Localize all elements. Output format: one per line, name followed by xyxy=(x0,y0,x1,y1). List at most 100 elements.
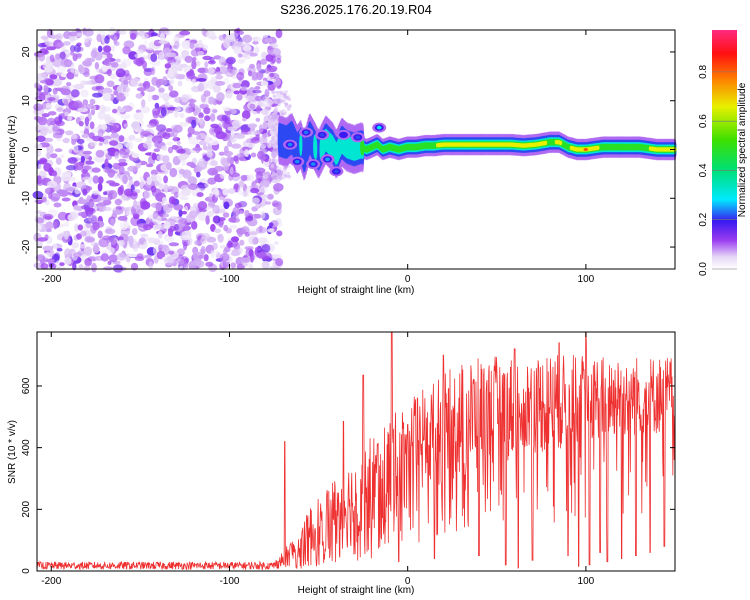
noise-blob xyxy=(264,37,273,43)
ridge-blob xyxy=(341,133,346,137)
noise-blob xyxy=(242,190,248,197)
noise-blob xyxy=(174,191,179,198)
colorbar-tick-label: 0.0 xyxy=(698,262,709,276)
noise-blob xyxy=(271,128,276,132)
noise-blob xyxy=(102,87,113,95)
noise-blob xyxy=(262,160,270,168)
noise-blob xyxy=(194,47,200,52)
noise-blob xyxy=(206,80,215,90)
noise-blob xyxy=(83,35,90,43)
noise-blob xyxy=(249,63,255,69)
noise-blob xyxy=(131,206,136,216)
noise-blob xyxy=(178,168,186,175)
ridge-cell xyxy=(299,132,303,157)
noise-blob xyxy=(192,147,203,152)
noise-blob xyxy=(165,128,173,133)
noise-blob xyxy=(49,74,58,80)
snr-x-label: Height of straight line (km) xyxy=(298,585,415,596)
x-tick-label: -200 xyxy=(41,274,61,285)
noise-blob xyxy=(205,215,210,225)
noise-blob xyxy=(110,218,115,227)
noise-blob xyxy=(162,132,171,140)
noise-blob xyxy=(230,108,237,115)
noise-blob xyxy=(236,71,245,81)
noise-blob xyxy=(185,106,193,114)
noise-blob xyxy=(73,145,79,153)
noise-blob xyxy=(44,234,49,241)
noise-blob xyxy=(153,148,160,152)
noise-blob xyxy=(84,246,92,256)
noise-blob xyxy=(151,135,163,144)
noise-blob xyxy=(156,124,167,132)
noise-blob xyxy=(76,151,84,156)
noise-blob xyxy=(213,249,219,256)
noise-blob xyxy=(44,41,53,46)
noise-blob xyxy=(209,113,216,122)
noise-blob xyxy=(226,155,232,164)
y-tick-label: -10 xyxy=(21,191,32,206)
noise-blob xyxy=(275,120,280,124)
noise-blob xyxy=(64,111,69,117)
noise-blob xyxy=(168,250,175,255)
noise-blob xyxy=(77,107,89,113)
noise-blob xyxy=(52,243,58,250)
noise-blob xyxy=(181,94,189,103)
noise-blob xyxy=(258,155,267,161)
noise-blob xyxy=(47,180,58,188)
noise-blob xyxy=(259,179,270,189)
noise-blob xyxy=(182,40,191,49)
noise-blob xyxy=(131,120,141,130)
noise-blob xyxy=(188,136,199,146)
noise-blob xyxy=(248,263,254,270)
noise-blob xyxy=(119,29,127,35)
noise-blob xyxy=(95,85,105,91)
noise-blob xyxy=(98,142,103,146)
noise-blob xyxy=(167,228,174,238)
noise-blob xyxy=(212,215,219,223)
noise-blob xyxy=(110,124,118,134)
noise-blob xyxy=(96,33,102,43)
noise-blob xyxy=(114,151,120,159)
noise-blob xyxy=(135,49,144,55)
noise-blob xyxy=(206,210,214,218)
noise-blob xyxy=(74,223,79,232)
noise-blob xyxy=(84,116,90,127)
noise-blob xyxy=(179,30,191,36)
noise-blob xyxy=(104,113,112,123)
noise-blob xyxy=(104,169,114,174)
noise-blob xyxy=(200,237,207,244)
noise-blob xyxy=(55,259,63,269)
noise-blob xyxy=(159,32,165,41)
noise-blob xyxy=(67,115,73,121)
noise-blob xyxy=(166,161,172,171)
noise-blob xyxy=(136,87,147,92)
noise-blob xyxy=(181,49,190,58)
noise-blob xyxy=(66,72,75,80)
noise-blob xyxy=(270,55,277,64)
noise-blob xyxy=(231,143,242,149)
noise-blob xyxy=(260,211,266,219)
noise-blob xyxy=(34,199,45,203)
snr-panel: -200 -100 0 100 0 200 400 600 Height of straig… xyxy=(7,331,676,596)
noise-blob xyxy=(276,100,281,104)
noise-blob xyxy=(93,157,98,161)
noise-blob xyxy=(97,230,103,239)
noise-blob xyxy=(91,262,97,273)
noise-blob xyxy=(264,201,272,205)
noise-blob xyxy=(197,211,208,221)
noise-blob xyxy=(50,153,58,159)
colorbar-tick-label: 0.6 xyxy=(698,114,709,128)
noise-blob xyxy=(207,167,218,176)
noise-blob xyxy=(112,162,121,170)
noise-blob xyxy=(83,165,92,171)
noise-blob xyxy=(225,227,232,234)
noise-blob xyxy=(74,69,79,75)
noise-blob xyxy=(37,225,42,231)
noise-blob xyxy=(75,53,82,59)
noise-blob xyxy=(217,233,224,243)
noise-blob xyxy=(173,135,178,143)
noise-blob xyxy=(113,90,119,96)
noise-blob xyxy=(59,262,65,266)
noise-blob xyxy=(237,58,246,64)
noise-blob xyxy=(198,254,206,259)
